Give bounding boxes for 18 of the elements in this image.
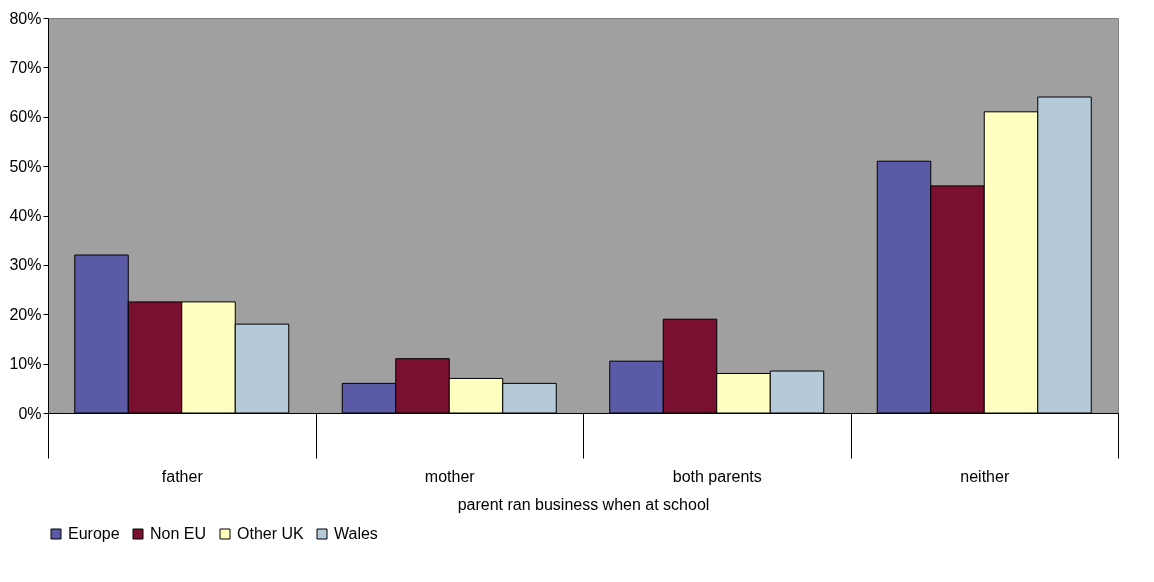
legend-label: Non EU	[150, 525, 207, 542]
legend-label: Other UK	[237, 525, 305, 542]
y-tick-label: 50%	[9, 157, 42, 175]
y-tick-label: 0%	[18, 404, 42, 422]
y-tick-label: 40%	[9, 207, 42, 224]
legend-label: Wales	[334, 525, 378, 542]
x-tick-label: father	[161, 467, 204, 485]
y-tick-label: 70%	[9, 58, 42, 76]
y-tick-label: 10%	[9, 355, 42, 373]
y-tick-label: 80%	[9, 9, 42, 27]
x-tick-label: both parents	[672, 467, 762, 485]
y-tick-label: 30%	[9, 256, 42, 274]
x-axis-title: parent ran business when at school	[457, 495, 710, 513]
legend-label: Europe	[68, 525, 120, 542]
x-tick-label: neither	[960, 467, 1010, 485]
y-tick-label: 20%	[9, 305, 42, 323]
x-tick-label: mother	[424, 467, 476, 485]
y-tick-label: 60%	[9, 108, 42, 126]
